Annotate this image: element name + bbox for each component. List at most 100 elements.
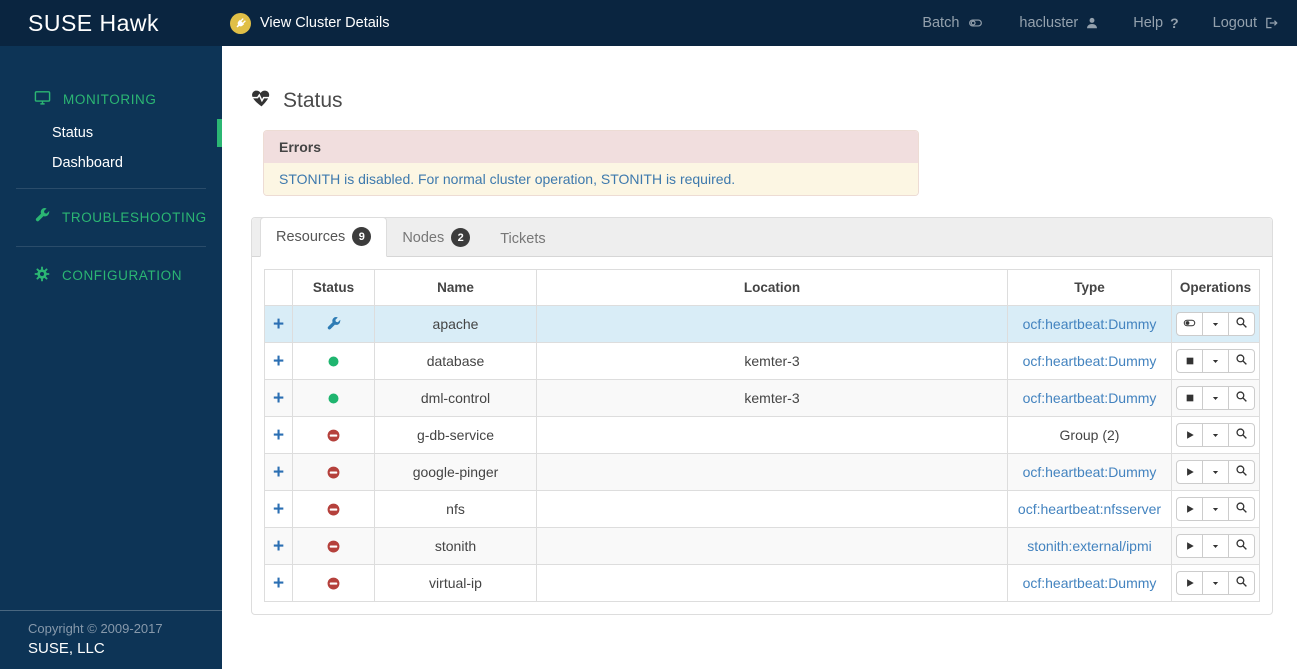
batch-button[interactable]: Batch	[922, 15, 985, 31]
tab-tickets-label: Tickets	[500, 231, 546, 247]
status-cell	[292, 453, 375, 491]
resource-details-button[interactable]	[1228, 571, 1255, 595]
operations-menu-button[interactable]	[1202, 386, 1229, 410]
resource-location	[536, 453, 1008, 491]
stop-resource-button[interactable]	[1176, 349, 1203, 373]
expander-cell: +	[264, 379, 293, 417]
table-row: + google-pinger ocf:heartbeat:Dummy	[264, 453, 1260, 491]
resource-details-button[interactable]	[1228, 497, 1255, 521]
resource-type-link[interactable]: ocf:heartbeat:Dummy	[1022, 316, 1157, 332]
stonith-warning-message[interactable]: STONITH is disabled. For normal cluster …	[264, 163, 918, 195]
start-resource-button[interactable]	[1176, 460, 1203, 484]
expand-row-button[interactable]: +	[272, 350, 285, 372]
expand-row-button[interactable]: +	[272, 387, 285, 409]
magnifier-icon	[1235, 464, 1248, 480]
sidebar-item-configuration[interactable]: CONFIGURATION	[0, 257, 222, 294]
resource-details-button[interactable]	[1228, 312, 1255, 336]
operations-menu-button[interactable]	[1202, 312, 1229, 336]
view-cluster-details-link[interactable]: View Cluster Details	[230, 12, 389, 34]
table-row: + database kemter-3 ocf:heartbeat:Dummy	[264, 342, 1260, 380]
resource-name: dml-control	[374, 379, 537, 417]
resource-name: apache	[374, 305, 537, 343]
resource-name: database	[374, 342, 537, 380]
resource-details-button[interactable]	[1228, 460, 1255, 484]
resource-name: google-pinger	[374, 453, 537, 491]
expand-row-button[interactable]: +	[272, 424, 285, 446]
sidebar-item-monitoring[interactable]: MONITORING	[0, 80, 222, 118]
sidebar-item-dashboard[interactable]: Dashboard	[0, 148, 222, 178]
resource-details-button[interactable]	[1228, 386, 1255, 410]
running-status-icon	[326, 354, 341, 369]
app-logo[interactable]: SUSE Hawk	[28, 9, 160, 36]
column-header-type: Type	[1007, 269, 1172, 306]
sidebar-item-status[interactable]: Status	[0, 118, 222, 148]
copyright-text: Copyright © 2009-2017	[28, 621, 163, 636]
sidebar-nav: MONITORING Status Dashboard TROUBLESHOOT…	[0, 80, 222, 294]
operations-menu-button[interactable]	[1202, 534, 1229, 558]
column-header-location: Location	[536, 269, 1008, 306]
user-label: hacluster	[1019, 15, 1079, 31]
stop-icon	[1185, 391, 1195, 406]
resource-type-link[interactable]: ocf:heartbeat:Dummy	[1022, 353, 1157, 369]
resource-type-cell: ocf:heartbeat:Dummy	[1007, 305, 1172, 343]
logout-button[interactable]: Logout	[1213, 15, 1279, 31]
operations-menu-button[interactable]	[1202, 423, 1229, 447]
operations-menu-button[interactable]	[1202, 497, 1229, 521]
chevron-down-icon	[1211, 502, 1220, 517]
top-bar-right: Batch hacluster Help ? Logout	[922, 15, 1297, 31]
resource-details-button[interactable]	[1228, 349, 1255, 373]
stopped-status-icon	[326, 502, 341, 517]
resource-name: nfs	[374, 490, 537, 528]
page-title: Status	[283, 89, 343, 112]
expand-row-button[interactable]: +	[272, 572, 285, 594]
tab-nodes-label: Nodes	[402, 229, 445, 246]
tab-nav: Resources 9 Nodes 2 Tickets	[252, 217, 1272, 257]
play-icon	[1185, 576, 1195, 591]
maintenance-wrench-icon	[326, 317, 341, 332]
resource-type-link[interactable]: ocf:heartbeat:Dummy	[1022, 390, 1157, 406]
resource-type-link[interactable]: ocf:heartbeat:Dummy	[1022, 575, 1157, 591]
resource-location	[536, 490, 1008, 528]
start-resource-button[interactable]	[1176, 497, 1203, 521]
expand-row-button[interactable]: +	[272, 535, 285, 557]
operations-menu-button[interactable]	[1202, 571, 1229, 595]
divider	[16, 188, 206, 189]
start-resource-button[interactable]	[1176, 423, 1203, 447]
tab-tickets[interactable]: Tickets	[485, 222, 560, 257]
tab-resources[interactable]: Resources 9	[260, 217, 388, 257]
start-resource-button[interactable]	[1176, 571, 1203, 595]
resource-type-cell: ocf:heartbeat:Dummy	[1007, 564, 1172, 602]
status-cell	[292, 527, 375, 565]
resource-details-button[interactable]	[1228, 534, 1255, 558]
expand-row-button[interactable]: +	[272, 313, 285, 335]
expander-cell: +	[264, 564, 293, 602]
start-resource-button[interactable]	[1176, 534, 1203, 558]
resource-type-link[interactable]: ocf:heartbeat:Dummy	[1022, 464, 1157, 480]
table-row: + nfs ocf:heartbeat:nfsserver	[264, 490, 1260, 528]
magnifier-icon	[1235, 316, 1248, 332]
resource-type-cell: ocf:heartbeat:Dummy	[1007, 379, 1172, 417]
troubleshooting-label: TROUBLESHOOTING	[62, 210, 207, 225]
toggle-manage-button[interactable]	[1176, 312, 1203, 336]
stopped-status-icon	[326, 539, 341, 554]
operations-menu-button[interactable]	[1202, 349, 1229, 373]
help-menu[interactable]: Help ?	[1133, 15, 1178, 31]
resource-type-link[interactable]: stonith:external/ipmi	[1027, 538, 1152, 554]
operations-menu-button[interactable]	[1202, 460, 1229, 484]
sidebar-footer: Copyright © 2009-2017 SUSE, LLC	[0, 610, 222, 669]
company-name: SUSE, LLC	[28, 640, 105, 657]
tab-nodes[interactable]: Nodes 2	[387, 219, 485, 257]
expand-row-button[interactable]: +	[272, 461, 285, 483]
resource-location: kemter-3	[536, 342, 1008, 380]
divider	[16, 246, 206, 247]
stop-resource-button[interactable]	[1176, 386, 1203, 410]
user-menu[interactable]: hacluster	[1019, 15, 1099, 31]
operations-cell	[1171, 416, 1260, 454]
resource-type-link[interactable]: ocf:heartbeat:nfsserver	[1017, 501, 1162, 517]
expander-cell: +	[264, 305, 293, 343]
expand-row-button[interactable]: +	[272, 498, 285, 520]
sidebar-item-troubleshooting[interactable]: TROUBLESHOOTING	[0, 199, 222, 236]
operations-cell	[1171, 527, 1260, 565]
resource-details-button[interactable]	[1228, 423, 1255, 447]
expander-cell: +	[264, 342, 293, 380]
